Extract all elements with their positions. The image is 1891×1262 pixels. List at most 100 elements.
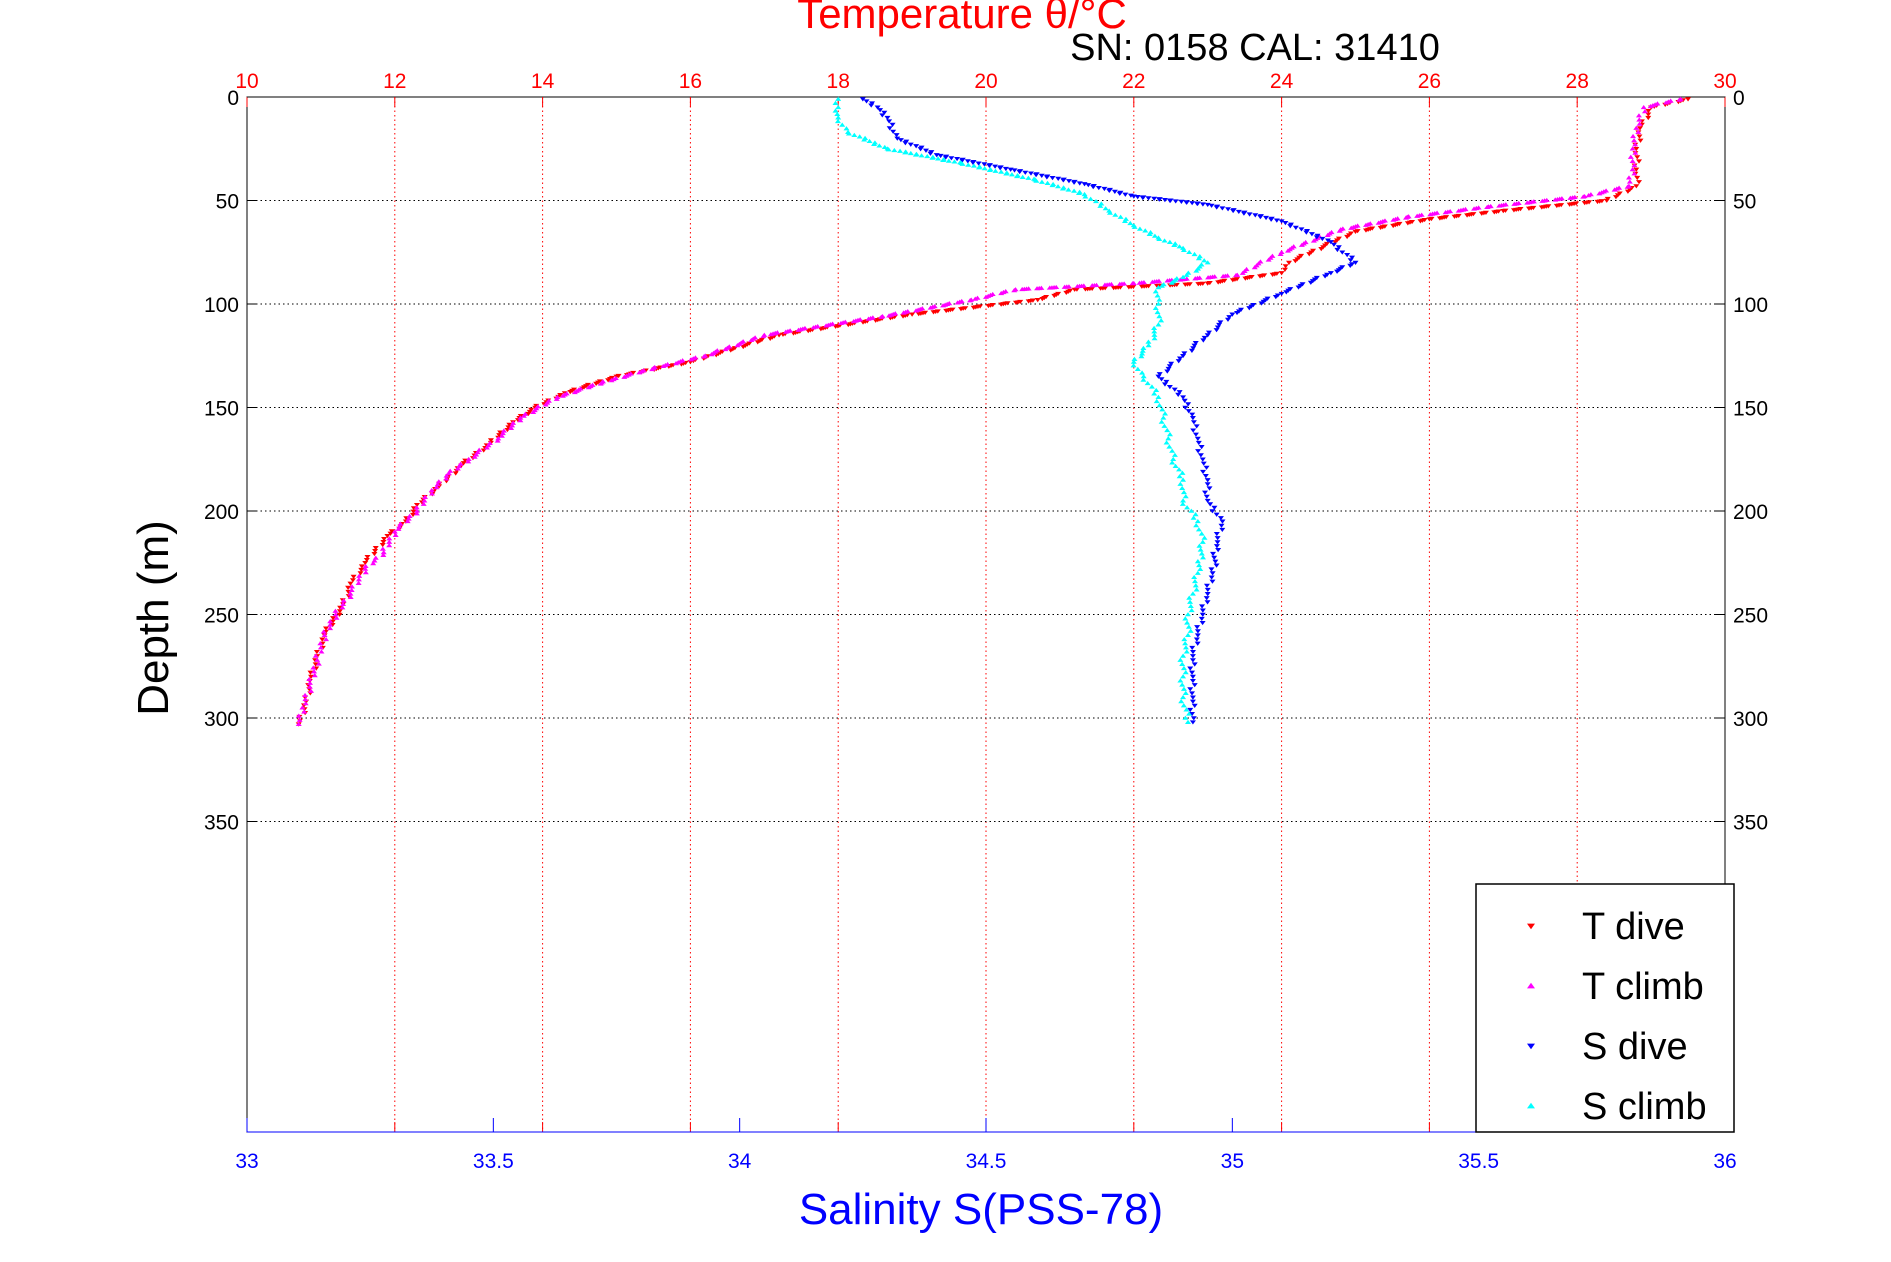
data-point — [1189, 658, 1196, 663]
data-point — [1172, 463, 1179, 468]
data-point — [1190, 716, 1197, 721]
data-point — [1330, 242, 1337, 247]
data-point — [1129, 281, 1136, 286]
data-point — [1208, 575, 1215, 580]
data-point — [1538, 205, 1545, 210]
data-point — [1594, 199, 1601, 205]
data-point — [1634, 175, 1641, 181]
data-point — [1511, 201, 1518, 206]
data-point — [315, 661, 322, 666]
data-point — [1278, 271, 1285, 276]
data-point — [1183, 272, 1190, 277]
data-point — [1552, 197, 1559, 202]
data-point — [1071, 180, 1078, 185]
data-point — [1169, 460, 1176, 465]
temperature-tick-label: 12 — [383, 70, 406, 93]
data-point — [1153, 398, 1160, 404]
data-point — [1215, 548, 1222, 553]
temperature-tick-label: 26 — [1418, 70, 1441, 93]
data-point — [520, 413, 527, 418]
data-point — [1190, 346, 1197, 351]
data-point — [1140, 377, 1147, 382]
data-point — [1187, 599, 1194, 604]
data-point — [1242, 276, 1249, 281]
data-point — [1151, 196, 1158, 201]
data-point — [1203, 494, 1210, 499]
data-point — [1216, 322, 1223, 328]
data-point — [1478, 211, 1485, 216]
data-point — [381, 537, 388, 542]
data-point — [1390, 223, 1397, 229]
data-point — [1209, 579, 1216, 584]
data-point — [1631, 171, 1638, 176]
data-point — [845, 322, 852, 328]
data-point — [1204, 592, 1211, 597]
data-point — [897, 148, 904, 153]
data-point — [1161, 238, 1168, 243]
data-point — [1087, 196, 1094, 201]
data-point — [972, 296, 979, 301]
data-point — [1060, 178, 1067, 183]
data-point — [1158, 318, 1165, 323]
data-point — [1199, 604, 1206, 609]
data-point — [1193, 587, 1200, 592]
data-point — [983, 294, 990, 299]
data-point — [1229, 278, 1236, 283]
data-point — [312, 662, 319, 667]
data-point — [1195, 527, 1202, 532]
data-point — [1641, 109, 1648, 114]
data-point — [1194, 518, 1201, 524]
data-point — [1603, 198, 1610, 203]
data-point — [410, 512, 417, 518]
data-point — [1112, 212, 1119, 217]
data-point — [391, 529, 398, 534]
legend-marker — [1527, 1043, 1535, 1050]
data-point — [347, 594, 354, 600]
data-point — [708, 352, 715, 357]
data-point — [969, 160, 976, 165]
data-point — [1076, 181, 1083, 186]
data-point — [1204, 482, 1211, 487]
data-point — [918, 153, 925, 158]
data-point — [1217, 516, 1224, 521]
data-point — [970, 305, 977, 310]
data-point — [1344, 234, 1351, 240]
data-point — [1636, 121, 1643, 126]
data-point — [1189, 591, 1196, 596]
data-point — [1189, 678, 1196, 684]
data-point — [1177, 657, 1184, 662]
data-point — [1282, 220, 1289, 226]
data-point — [1189, 712, 1196, 717]
data-point — [1166, 239, 1173, 244]
data-point — [487, 438, 494, 443]
data-point — [1140, 374, 1147, 379]
data-point — [1195, 440, 1202, 446]
data-point — [1404, 221, 1411, 226]
data-point — [406, 513, 413, 518]
data-point — [1201, 335, 1208, 341]
data-point — [358, 567, 365, 573]
data-point — [1153, 387, 1160, 393]
data-point — [981, 162, 988, 167]
data-point — [1204, 478, 1211, 483]
data-point — [866, 138, 873, 144]
data-point — [1219, 519, 1226, 524]
data-point — [323, 636, 330, 642]
legend-box — [1475, 883, 1735, 1133]
data-point — [1637, 126, 1644, 131]
data-point — [967, 298, 974, 303]
data-point — [1125, 285, 1132, 290]
data-point — [1183, 649, 1190, 654]
data-point — [1352, 229, 1359, 234]
data-point — [1208, 567, 1215, 572]
data-point — [454, 466, 461, 471]
data-point — [1151, 233, 1158, 238]
data-point — [1204, 587, 1211, 593]
depth-tick-label-left: 150 — [204, 398, 239, 421]
data-point — [1051, 293, 1058, 299]
data-point — [1417, 219, 1424, 224]
data-point — [1510, 208, 1517, 213]
data-point — [1645, 109, 1652, 114]
data-point — [767, 332, 774, 337]
data-point — [1195, 256, 1202, 261]
